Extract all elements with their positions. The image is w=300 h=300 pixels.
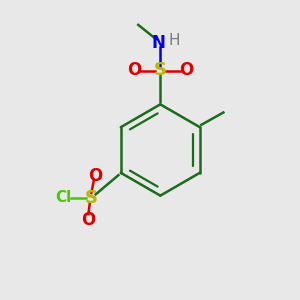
Text: O: O (88, 167, 102, 185)
Text: O: O (81, 211, 95, 229)
Text: N: N (152, 34, 166, 52)
Text: O: O (127, 61, 142, 80)
Text: Cl: Cl (55, 190, 71, 205)
Text: O: O (179, 61, 193, 80)
Text: S: S (85, 189, 98, 207)
Text: S: S (154, 61, 167, 80)
Text: H: H (169, 33, 180, 48)
